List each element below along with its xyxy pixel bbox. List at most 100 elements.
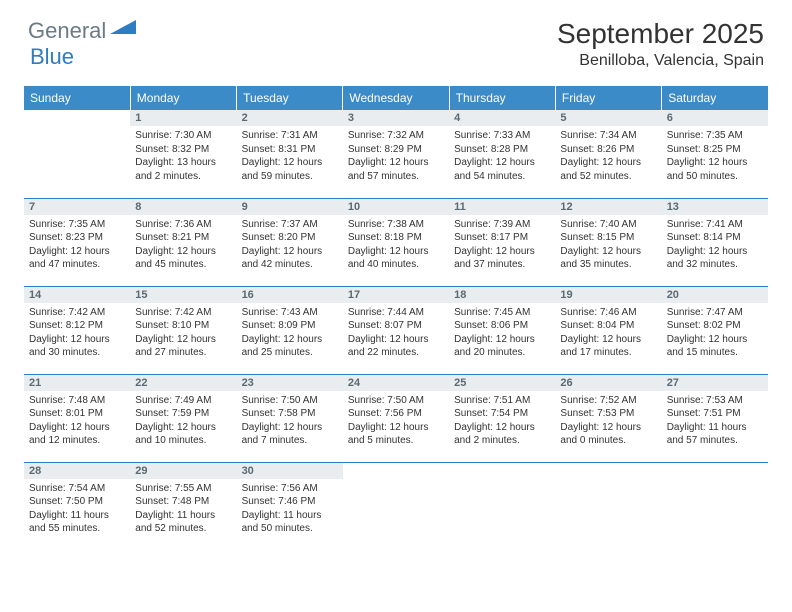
sunrise-text: Sunrise: 7:35 AM	[667, 129, 763, 143]
sunrise-text: Sunrise: 7:51 AM	[454, 394, 550, 408]
sunrise-text: Sunrise: 7:50 AM	[242, 394, 338, 408]
calendar-cell: 25Sunrise: 7:51 AMSunset: 7:54 PMDayligh…	[449, 374, 555, 462]
sunrise-text: Sunrise: 7:49 AM	[135, 394, 231, 408]
sunset-text: Sunset: 8:02 PM	[667, 319, 763, 333]
calendar-cell: 5Sunrise: 7:34 AMSunset: 8:26 PMDaylight…	[555, 110, 661, 198]
sunset-text: Sunset: 8:09 PM	[242, 319, 338, 333]
day-content: Sunrise: 7:48 AMSunset: 8:01 PMDaylight:…	[24, 391, 130, 451]
weekday-header: Monday	[130, 86, 236, 110]
calendar-head: SundayMondayTuesdayWednesdayThursdayFrid…	[24, 86, 768, 110]
sunset-text: Sunset: 8:14 PM	[667, 231, 763, 245]
daylight-text: Daylight: 12 hours and 25 minutes.	[242, 333, 338, 360]
title-block: September 2025 Benilloba, Valencia, Spai…	[557, 18, 764, 70]
daylight-text: Daylight: 12 hours and 20 minutes.	[454, 333, 550, 360]
sunrise-text: Sunrise: 7:33 AM	[454, 129, 550, 143]
sunrise-text: Sunrise: 7:45 AM	[454, 306, 550, 320]
calendar-cell: 18Sunrise: 7:45 AMSunset: 8:06 PMDayligh…	[449, 286, 555, 374]
sunrise-text: Sunrise: 7:39 AM	[454, 218, 550, 232]
daylight-text: Daylight: 12 hours and 12 minutes.	[29, 421, 125, 448]
calendar-row: 1Sunrise: 7:30 AMSunset: 8:32 PMDaylight…	[24, 110, 768, 198]
daylight-text: Daylight: 12 hours and 15 minutes.	[667, 333, 763, 360]
day-number: 3	[343, 110, 449, 126]
sunset-text: Sunset: 8:17 PM	[454, 231, 550, 245]
sunrise-text: Sunrise: 7:36 AM	[135, 218, 231, 232]
day-number: 5	[555, 110, 661, 126]
day-content: Sunrise: 7:45 AMSunset: 8:06 PMDaylight:…	[449, 303, 555, 363]
sunrise-text: Sunrise: 7:42 AM	[135, 306, 231, 320]
day-content: Sunrise: 7:31 AMSunset: 8:31 PMDaylight:…	[237, 126, 343, 186]
calendar-cell	[555, 462, 661, 550]
daylight-text: Daylight: 12 hours and 59 minutes.	[242, 156, 338, 183]
brand-part2-wrap: Blue	[30, 44, 74, 70]
sunset-text: Sunset: 8:10 PM	[135, 319, 231, 333]
sunrise-text: Sunrise: 7:55 AM	[135, 482, 231, 496]
day-number: 26	[555, 375, 661, 391]
day-number: 1	[130, 110, 236, 126]
day-number: 16	[237, 287, 343, 303]
weekday-header: Saturday	[662, 86, 768, 110]
sunrise-text: Sunrise: 7:43 AM	[242, 306, 338, 320]
day-number: 30	[237, 463, 343, 479]
sunrise-text: Sunrise: 7:53 AM	[667, 394, 763, 408]
sunset-text: Sunset: 7:58 PM	[242, 407, 338, 421]
brand-part1: General	[28, 18, 106, 44]
brand-part2: Blue	[30, 44, 74, 69]
daylight-text: Daylight: 13 hours and 2 minutes.	[135, 156, 231, 183]
brand-logo: General	[28, 18, 138, 44]
sunset-text: Sunset: 8:20 PM	[242, 231, 338, 245]
calendar-body: 1Sunrise: 7:30 AMSunset: 8:32 PMDaylight…	[24, 110, 768, 550]
daylight-text: Daylight: 12 hours and 30 minutes.	[29, 333, 125, 360]
daylight-text: Daylight: 12 hours and 2 minutes.	[454, 421, 550, 448]
day-number: 17	[343, 287, 449, 303]
calendar-table: SundayMondayTuesdayWednesdayThursdayFrid…	[24, 86, 768, 550]
day-number: 19	[555, 287, 661, 303]
calendar-cell: 8Sunrise: 7:36 AMSunset: 8:21 PMDaylight…	[130, 198, 236, 286]
sunrise-text: Sunrise: 7:41 AM	[667, 218, 763, 232]
daylight-text: Daylight: 12 hours and 17 minutes.	[560, 333, 656, 360]
daylight-text: Daylight: 12 hours and 32 minutes.	[667, 245, 763, 272]
daylight-text: Daylight: 12 hours and 10 minutes.	[135, 421, 231, 448]
calendar-row: 14Sunrise: 7:42 AMSunset: 8:12 PMDayligh…	[24, 286, 768, 374]
calendar-row: 7Sunrise: 7:35 AMSunset: 8:23 PMDaylight…	[24, 198, 768, 286]
day-number: 6	[662, 110, 768, 126]
daylight-text: Daylight: 12 hours and 22 minutes.	[348, 333, 444, 360]
day-content: Sunrise: 7:52 AMSunset: 7:53 PMDaylight:…	[555, 391, 661, 451]
calendar-row: 28Sunrise: 7:54 AMSunset: 7:50 PMDayligh…	[24, 462, 768, 550]
sunset-text: Sunset: 8:18 PM	[348, 231, 444, 245]
calendar-cell: 6Sunrise: 7:35 AMSunset: 8:25 PMDaylight…	[662, 110, 768, 198]
daylight-text: Daylight: 12 hours and 0 minutes.	[560, 421, 656, 448]
calendar-cell: 15Sunrise: 7:42 AMSunset: 8:10 PMDayligh…	[130, 286, 236, 374]
calendar-cell: 30Sunrise: 7:56 AMSunset: 7:46 PMDayligh…	[237, 462, 343, 550]
day-content: Sunrise: 7:53 AMSunset: 7:51 PMDaylight:…	[662, 391, 768, 451]
location-text: Benilloba, Valencia, Spain	[557, 52, 764, 70]
sunset-text: Sunset: 8:28 PM	[454, 143, 550, 157]
daylight-text: Daylight: 12 hours and 5 minutes.	[348, 421, 444, 448]
day-number: 7	[24, 199, 130, 215]
sunrise-text: Sunrise: 7:47 AM	[667, 306, 763, 320]
day-number: 21	[24, 375, 130, 391]
sunset-text: Sunset: 8:29 PM	[348, 143, 444, 157]
daylight-text: Daylight: 12 hours and 40 minutes.	[348, 245, 444, 272]
day-content: Sunrise: 7:50 AMSunset: 7:58 PMDaylight:…	[237, 391, 343, 451]
day-content: Sunrise: 7:41 AMSunset: 8:14 PMDaylight:…	[662, 215, 768, 275]
daylight-text: Daylight: 12 hours and 37 minutes.	[454, 245, 550, 272]
month-title: September 2025	[557, 18, 764, 50]
calendar-cell: 9Sunrise: 7:37 AMSunset: 8:20 PMDaylight…	[237, 198, 343, 286]
sunrise-text: Sunrise: 7:48 AM	[29, 394, 125, 408]
day-number: 20	[662, 287, 768, 303]
calendar-cell: 1Sunrise: 7:30 AMSunset: 8:32 PMDaylight…	[130, 110, 236, 198]
sunset-text: Sunset: 8:06 PM	[454, 319, 550, 333]
sunset-text: Sunset: 7:53 PM	[560, 407, 656, 421]
day-number: 4	[449, 110, 555, 126]
day-number: 13	[662, 199, 768, 215]
daylight-text: Daylight: 12 hours and 7 minutes.	[242, 421, 338, 448]
calendar-cell: 10Sunrise: 7:38 AMSunset: 8:18 PMDayligh…	[343, 198, 449, 286]
sunrise-text: Sunrise: 7:44 AM	[348, 306, 444, 320]
calendar-cell: 2Sunrise: 7:31 AMSunset: 8:31 PMDaylight…	[237, 110, 343, 198]
sunrise-text: Sunrise: 7:30 AM	[135, 129, 231, 143]
day-number: 14	[24, 287, 130, 303]
day-content: Sunrise: 7:46 AMSunset: 8:04 PMDaylight:…	[555, 303, 661, 363]
day-content: Sunrise: 7:33 AMSunset: 8:28 PMDaylight:…	[449, 126, 555, 186]
day-content: Sunrise: 7:51 AMSunset: 7:54 PMDaylight:…	[449, 391, 555, 451]
calendar-cell: 29Sunrise: 7:55 AMSunset: 7:48 PMDayligh…	[130, 462, 236, 550]
